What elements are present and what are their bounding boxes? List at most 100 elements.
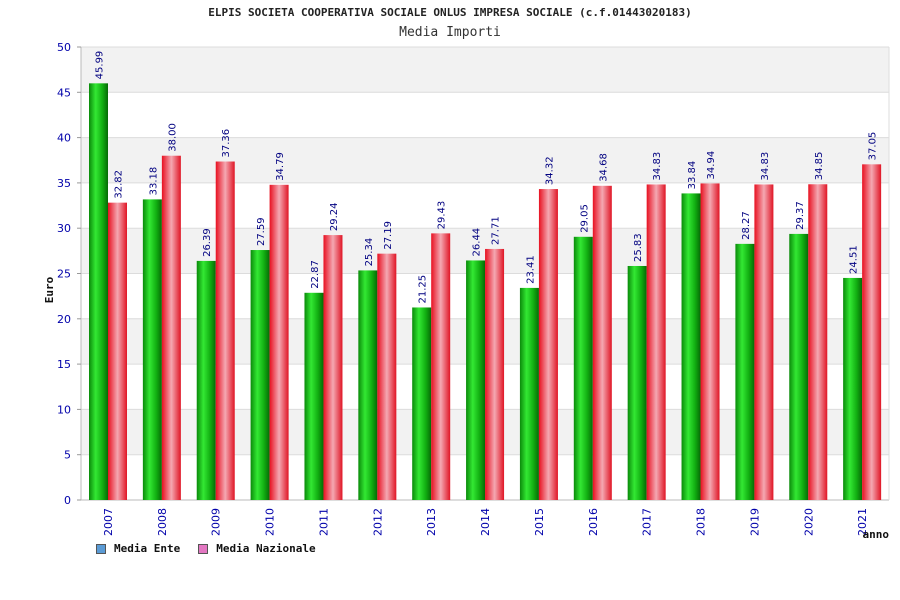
- x-tick-label: 2009: [210, 508, 223, 536]
- y-tick-label: 0: [64, 494, 71, 507]
- chart-subtitle: Media Importi: [399, 25, 501, 40]
- bar-media-nazionale: [700, 183, 720, 500]
- y-tick-label: 35: [57, 177, 71, 190]
- bar-media-ente: [142, 199, 162, 500]
- y-tick-label: 15: [57, 358, 71, 371]
- y-tick-label: 40: [57, 132, 71, 145]
- bar-media-ente: [412, 307, 432, 500]
- x-tick-label: 2014: [479, 508, 492, 536]
- value-label-media-nazionale: 37.05: [868, 132, 879, 161]
- bar-media-ente: [627, 265, 647, 500]
- legend-item-media-nazionale: Media Nazionale: [198, 542, 316, 555]
- y-tick-label: 50: [57, 41, 71, 54]
- y-tick-label: 10: [57, 403, 71, 416]
- value-label-media-ente: 33.18: [148, 167, 159, 196]
- x-tick-label: 2008: [156, 508, 169, 536]
- bar-media-ente: [196, 260, 216, 500]
- value-label-media-nazionale: 32.82: [114, 170, 125, 199]
- grid-band: [81, 92, 889, 138]
- bar-media-nazionale: [161, 155, 181, 500]
- x-tick-label: 2020: [802, 508, 815, 536]
- x-axis-label: anno: [863, 528, 890, 541]
- value-label-media-nazionale: 34.79: [275, 152, 286, 181]
- legend: Media Ente Media Nazionale: [96, 542, 316, 555]
- bar-media-nazionale: [538, 189, 558, 501]
- value-label-media-ente: 21.25: [418, 275, 429, 304]
- bar-media-ente: [358, 270, 378, 500]
- value-label-media-ente: 33.84: [687, 161, 698, 190]
- value-label-media-ente: 25.34: [364, 238, 375, 267]
- value-label-media-ente: 24.51: [849, 245, 860, 274]
- x-tick-label: 2011: [317, 508, 330, 536]
- x-tick-label: 2019: [748, 508, 761, 536]
- value-label-media-nazionale: 34.94: [706, 151, 717, 180]
- grid-band: [81, 182, 889, 229]
- value-label-media-nazionale: 29.24: [329, 202, 340, 231]
- x-tick-label: 2015: [533, 508, 546, 536]
- bar-media-nazionale: [377, 253, 397, 500]
- x-tick-label: 2013: [425, 508, 438, 536]
- value-label-media-ente: 22.87: [310, 260, 321, 289]
- bar-media-ente: [466, 260, 486, 500]
- bar-media-ente: [735, 243, 755, 501]
- x-tick-label: 2010: [264, 508, 277, 536]
- bar-media-nazionale: [323, 235, 343, 500]
- bar-media-ente: [250, 250, 270, 500]
- value-label-media-ente: 26.39: [202, 228, 213, 257]
- chart-title: ELPIS SOCIETA COOPERATIVA SOCIALE ONLUS …: [208, 6, 692, 19]
- bar-media-nazionale: [485, 248, 505, 500]
- y-tick-label: 30: [57, 222, 71, 235]
- y-tick-label: 45: [57, 86, 71, 99]
- x-tick-label: 2017: [641, 508, 654, 536]
- value-label-media-nazionale: 29.43: [437, 201, 448, 230]
- x-tick-label: 2018: [695, 508, 708, 536]
- y-tick-label: 20: [57, 313, 71, 326]
- value-label-media-ente: 45.99: [95, 51, 106, 80]
- value-label-media-ente: 29.37: [795, 201, 806, 230]
- value-label-media-nazionale: 34.85: [814, 152, 825, 181]
- grid-band: [81, 137, 889, 183]
- value-label-media-ente: 26.44: [472, 228, 483, 257]
- value-label-media-nazionale: 34.32: [544, 156, 555, 185]
- bar-media-nazionale: [646, 184, 666, 501]
- x-tick-label: 2012: [371, 508, 384, 536]
- bar-media-ente: [519, 287, 539, 500]
- value-label-media-nazionale: 34.68: [598, 153, 609, 182]
- y-axis-label: Euro: [43, 276, 56, 303]
- value-label-media-nazionale: 27.71: [491, 216, 502, 245]
- value-label-media-ente: 27.59: [256, 217, 267, 246]
- value-label-media-nazionale: 34.83: [760, 152, 771, 181]
- value-label-media-nazionale: 38.00: [167, 123, 178, 152]
- bar-media-ente: [681, 193, 701, 500]
- value-label-media-ente: 23.41: [525, 255, 536, 284]
- bar-media-ente: [89, 83, 108, 500]
- x-tick-label: 2021: [856, 508, 869, 536]
- value-label-media-nazionale: 37.36: [221, 129, 232, 158]
- value-label-media-ente: 29.05: [579, 204, 590, 233]
- value-label-media-ente: 25.83: [633, 233, 644, 262]
- value-label-media-ente: 28.27: [741, 211, 752, 240]
- bar-media-ente: [304, 292, 324, 500]
- legend-label-media-ente: Media Ente: [114, 542, 181, 555]
- bar-media-nazionale: [592, 185, 612, 500]
- value-label-media-nazionale: 34.83: [652, 152, 663, 181]
- bar-media-nazionale: [431, 233, 451, 500]
- value-label-media-nazionale: 27.19: [383, 221, 394, 250]
- x-tick-label: 2007: [102, 508, 115, 536]
- bar-media-nazionale: [269, 184, 289, 500]
- bar-media-nazionale: [108, 202, 127, 500]
- bar-media-nazionale: [754, 184, 774, 501]
- bar-media-ente: [789, 233, 809, 500]
- bar-media-nazionale: [808, 184, 828, 500]
- bar-media-ente: [843, 277, 863, 500]
- legend-label-media-nazionale: Media Nazionale: [216, 542, 316, 555]
- x-tick-label: 2016: [587, 508, 600, 536]
- y-tick-label: 5: [64, 449, 71, 462]
- bar-media-nazionale: [862, 164, 882, 500]
- legend-swatch-media-nazionale: [198, 543, 209, 554]
- bar-media-ente: [573, 236, 593, 500]
- bar-media-nazionale: [215, 161, 235, 500]
- y-tick-label: 25: [57, 268, 71, 281]
- legend-item-media-ente: Media Ente: [96, 542, 180, 555]
